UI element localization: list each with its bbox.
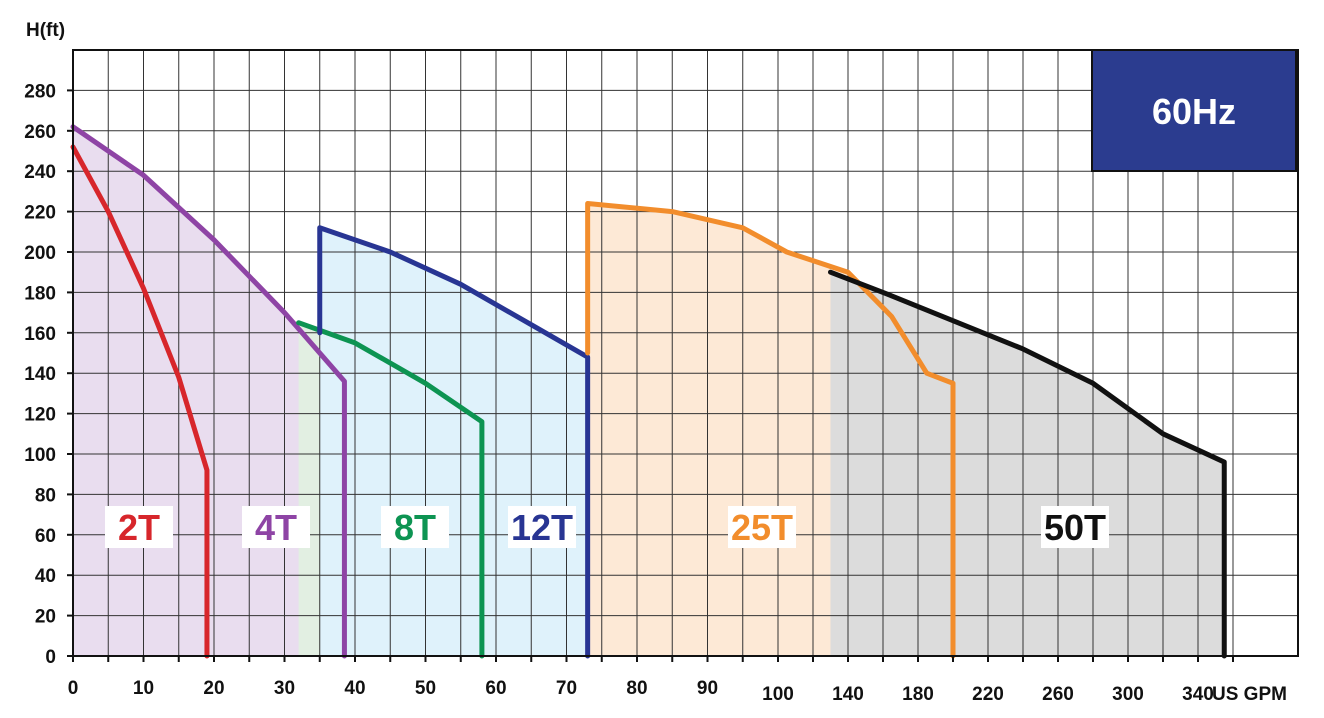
- y-tick-label: 40: [35, 566, 56, 587]
- frequency-badge: 60Hz: [1092, 50, 1296, 171]
- series-label-4T: 4T: [255, 507, 297, 548]
- x-tick-label: 220: [972, 684, 1004, 705]
- y-axis-title: H(ft): [26, 20, 65, 41]
- series-label-25T: 25T: [731, 507, 793, 548]
- y-tick-label: 120: [24, 405, 56, 426]
- x-tick-label: 260: [1042, 684, 1074, 705]
- x-tick-label: 0: [68, 678, 79, 699]
- y-tick-label: 80: [35, 485, 56, 506]
- y-tick-label: 0: [45, 647, 56, 668]
- x-tick-label: 30: [274, 678, 295, 699]
- x-tick-label: 60: [485, 678, 506, 699]
- series-label-12T: 12T: [511, 507, 573, 548]
- series-label-2T: 2T: [118, 507, 160, 548]
- y-tick-label: 240: [24, 162, 56, 183]
- x-axis-title: US GPM: [1212, 684, 1287, 705]
- x-tick-label: 300: [1112, 684, 1144, 705]
- x-tick-label: 80: [626, 678, 647, 699]
- y-tick-label: 220: [24, 203, 56, 224]
- y-tick-label: 260: [24, 122, 56, 143]
- y-tick-label: 180: [24, 283, 56, 304]
- y-tick-label: 140: [24, 364, 56, 385]
- y-tick-label: 100: [24, 445, 56, 466]
- x-tick-label: 10: [133, 678, 154, 699]
- x-tick-label: 180: [902, 684, 934, 705]
- x-tick-label: 90: [697, 678, 718, 699]
- series-label-8T: 8T: [394, 507, 436, 548]
- series-label-50T: 50T: [1044, 507, 1106, 548]
- y-tick-label: 280: [24, 81, 56, 102]
- frequency-badge-text: 60Hz: [1152, 91, 1236, 132]
- y-tick-label: 20: [35, 607, 56, 628]
- y-tick-label: 60: [35, 526, 56, 547]
- x-tick-label: 50: [415, 678, 436, 699]
- x-tick-label: 40: [344, 678, 365, 699]
- y-tick-label: 160: [24, 324, 56, 345]
- y-tick-label: 200: [24, 243, 56, 264]
- x-tick-label: 20: [203, 678, 224, 699]
- x-tick-label: 340: [1182, 684, 1214, 705]
- x-tick-label: 100: [762, 684, 794, 705]
- x-tick-label: 70: [556, 678, 577, 699]
- x-tick-label: 140: [832, 684, 864, 705]
